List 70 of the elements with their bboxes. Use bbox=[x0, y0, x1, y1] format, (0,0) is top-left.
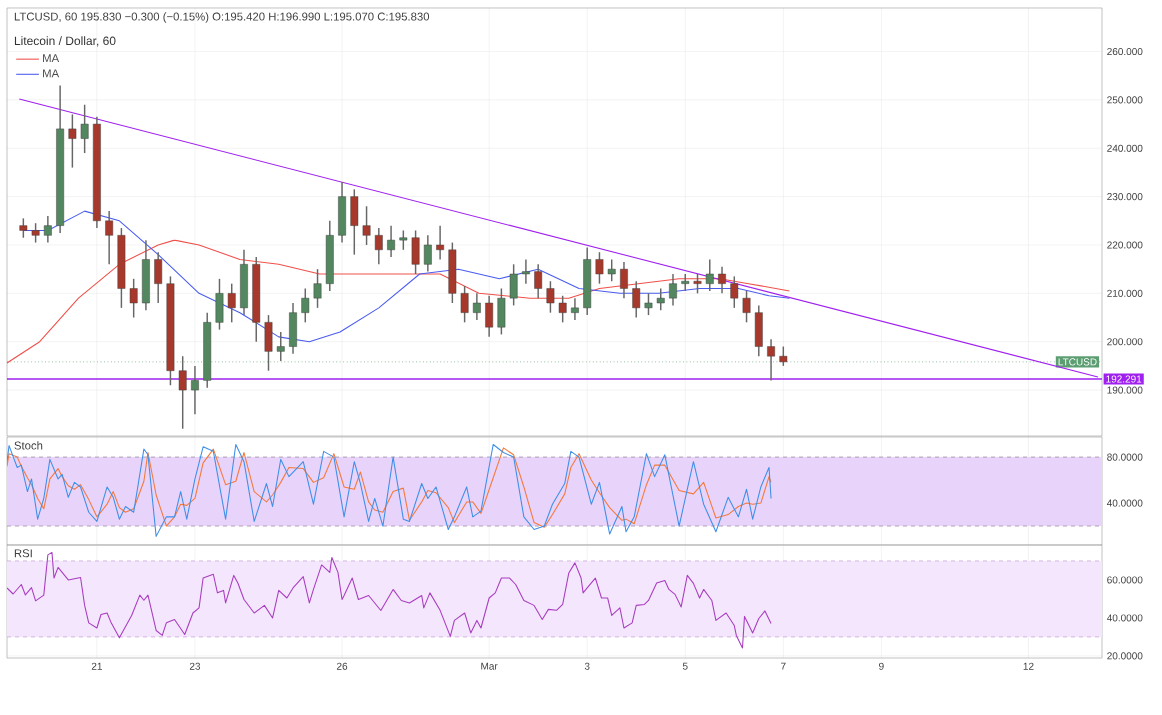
y-tick-label: 40.0000 bbox=[1106, 499, 1143, 507]
candlestick bbox=[68, 113, 77, 169]
candlestick bbox=[644, 292, 653, 316]
candlestick bbox=[730, 275, 739, 309]
candlestick bbox=[178, 355, 187, 430]
x-tick-label: 7 bbox=[781, 662, 786, 670]
candlestick bbox=[80, 103, 89, 154]
candlestick bbox=[191, 365, 199, 415]
x-tick-label: 23 bbox=[189, 662, 201, 670]
x-tick-label: Mar bbox=[481, 662, 498, 670]
candlestick bbox=[558, 295, 567, 324]
x-tick-label: 12 bbox=[1023, 662, 1034, 670]
chart-title: RSI bbox=[14, 549, 32, 558]
text: Litecoin / Dollar, 60 bbox=[14, 36, 116, 47]
candlestick bbox=[546, 280, 555, 314]
y-tick-label: 80.0000 bbox=[1107, 453, 1143, 461]
candlestick bbox=[399, 229, 408, 251]
y-tick-label: 260.000 bbox=[1107, 47, 1143, 56]
candlestick bbox=[129, 278, 138, 319]
candlestick bbox=[705, 258, 714, 292]
candlestick bbox=[423, 234, 432, 273]
candlestick bbox=[718, 265, 726, 295]
y-tick-label: 220.000 bbox=[1107, 241, 1143, 249]
candlestick bbox=[31, 222, 40, 244]
y-tick-label: 60.0000 bbox=[1107, 576, 1143, 584]
candlestick bbox=[301, 287, 310, 324]
y-tick-label: 20.0000 bbox=[1107, 652, 1143, 660]
y-tick-label: 40.0000 bbox=[1106, 614, 1143, 622]
x-tick-label: 21 bbox=[91, 662, 102, 670]
x-tick-label: 3 bbox=[584, 662, 590, 670]
candlestick bbox=[534, 263, 543, 299]
candlestick bbox=[387, 224, 395, 258]
candlestick bbox=[632, 280, 641, 319]
y-tick-label: 230.000 bbox=[1107, 193, 1143, 201]
candlestick bbox=[19, 217, 28, 239]
candlestick bbox=[460, 285, 469, 324]
candlestick bbox=[767, 338, 775, 382]
candlestick bbox=[779, 345, 788, 367]
y-tick-label: 190.000 bbox=[1107, 386, 1143, 394]
y-tick-label: 200.000 bbox=[1107, 338, 1143, 346]
candlestick bbox=[693, 273, 702, 295]
candlestick bbox=[436, 224, 445, 261]
candlestick bbox=[227, 282, 236, 324]
x-tick-label: 26 bbox=[336, 662, 348, 670]
candlestick bbox=[742, 290, 751, 324]
ref-line-label: LTCUSD bbox=[1058, 358, 1097, 366]
y-tick-label: 240.000 bbox=[1107, 144, 1143, 152]
ref-line-label: 192.291 bbox=[1106, 375, 1142, 383]
candlestick bbox=[313, 268, 322, 309]
legend-label: MA bbox=[43, 69, 60, 78]
x-tick-label: 5 bbox=[682, 662, 688, 670]
candlestick bbox=[521, 258, 530, 285]
candlestick bbox=[620, 261, 628, 299]
candlestick bbox=[595, 251, 604, 285]
candlestick bbox=[362, 205, 371, 246]
x-tick-label: 9 bbox=[879, 662, 884, 670]
candlestick bbox=[656, 287, 665, 311]
candlestick bbox=[43, 215, 52, 244]
candlestick bbox=[472, 292, 481, 321]
y-tick-label: 250.000 bbox=[1107, 96, 1143, 104]
chart-title: LTCUSD, 60 195.830 −0.300 (−0.15%) O:195.420 H:196.990 L:195.070 C:195.830 bbox=[14, 12, 430, 23]
candlestick bbox=[607, 258, 616, 282]
legend-label: MA bbox=[43, 54, 60, 63]
chart-title: Stoch bbox=[14, 441, 43, 450]
candlestick bbox=[105, 210, 114, 266]
candlestick bbox=[571, 297, 579, 321]
candlestick bbox=[276, 331, 285, 362]
candlestick bbox=[374, 227, 383, 266]
candlestick bbox=[669, 273, 677, 307]
y-tick-label: 210.000 bbox=[1107, 289, 1143, 297]
